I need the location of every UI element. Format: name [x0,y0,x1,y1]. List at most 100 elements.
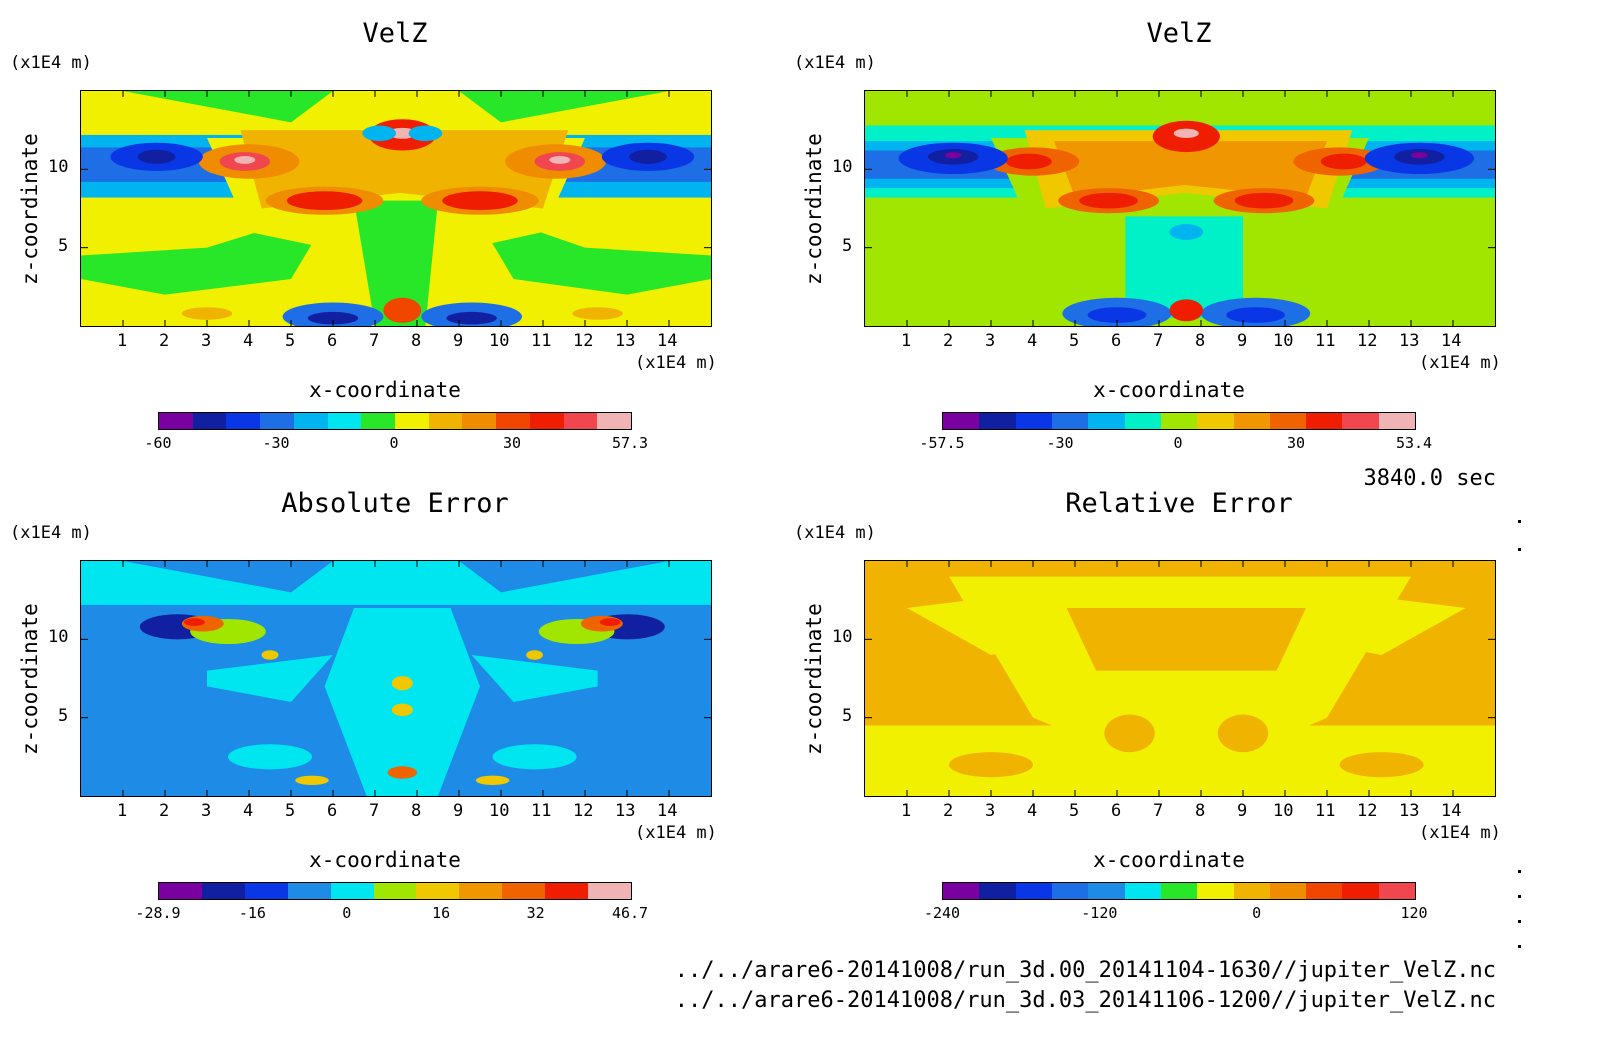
blob-darkblue-bottom [1226,307,1285,323]
colorbar-swatch [597,413,632,429]
x-tick-label: 13 [615,331,636,351]
colorbar-swatch [1015,883,1052,899]
x-tick-label: 9 [453,331,464,351]
blob-darkblue [629,149,667,164]
colorbar-swatch [330,883,374,899]
colorbar-swatch [1233,883,1270,899]
marker-dot [1518,895,1521,898]
x-tick-label: 8 [411,331,422,351]
colorbar-swatch [979,413,1016,429]
colorbar-tick-label: -30 [1046,434,1074,452]
colorbar-tick-label: 0 [389,434,399,452]
x-tick-label: 7 [369,801,380,821]
blob-yellow-mid-low [391,703,413,717]
x-tick-label: 8 [411,801,422,821]
x-tick-label: 6 [1111,331,1122,351]
x-unit-label: (x1E4 m) [1419,353,1501,373]
x-tick-label: 4 [1027,801,1038,821]
blob-purple [944,152,962,159]
x-tick-label: 14 [1441,331,1462,351]
x-tick-label: 3 [985,331,996,351]
colorbar-swatch [1124,883,1161,899]
colorbar-swatch [459,883,503,899]
colorbar-swatch [1197,883,1234,899]
colorbar-swatch [588,883,631,899]
blob-red-low [286,191,363,211]
column-cyan [324,608,480,796]
x-tick-label: 10 [489,801,510,821]
contour-plot [864,560,1496,797]
colorbar [942,412,1416,430]
region-green-top-left [123,91,333,123]
y-tick-label: 5 [842,705,853,726]
x-tick-label: 6 [1111,801,1122,821]
plot-panel: Relative Error (x1E4 m) z-coordinate 1 2 3 4 5 6… [784,470,1564,950]
blob-red [1005,153,1052,170]
colorbar-swatch [1378,413,1416,429]
blob-orange-mid [1104,714,1155,753]
panel-title: VelZ [362,18,428,49]
colorbar-swatch [943,413,980,429]
colorbar-tick-label: 0 [342,904,352,922]
blob-red [599,618,621,627]
blob-red-low [1234,192,1294,209]
x-tick-label: 1 [901,331,912,351]
contour-plot [80,560,712,797]
x-tick-label: 14 [657,801,678,821]
y-axis-label: z-coordinate [802,603,826,755]
colorbar-swatch [1378,883,1416,899]
plot-panel: VelZ (x1E4 m) z-coordinate 1 2 3 4 5 6 7 8 9 10 11 12 1… [0,0,780,480]
x-tick-label: 3 [201,331,212,351]
colorbar-swatch [361,413,396,429]
colorbar-tick-label: -30 [262,434,290,452]
colorbar-swatch [287,883,331,899]
plot-panel: Absolute Error (x1E4 m) z-coordinate 1 2 3 4 5 6… [0,470,780,950]
x-tick-label: 13 [1399,801,1420,821]
blob-cyan-mid [1169,224,1204,240]
file-path: ../../arare6-20141008/run_3d.00_20141104… [674,958,1496,983]
colorbar-swatch [1160,413,1198,429]
colorbar-swatch [1051,883,1089,899]
y-tick-label: 10 [832,157,853,178]
x-tick-label: 10 [1273,331,1294,351]
blob-darkblue-bottom [1087,307,1147,323]
y-axis-label: z-coordinate [18,133,42,285]
x-tick-label: 1 [901,801,912,821]
column-green [354,200,438,326]
colorbar [942,882,1416,900]
x-tick-label: 10 [1273,801,1294,821]
colorbar-swatch [1269,413,1307,429]
colorbar-swatch [1160,883,1198,899]
x-tick-label: 1 [117,801,128,821]
x-tick-label: 11 [1315,331,1336,351]
column-teal [1125,216,1243,319]
x-tick-label: 3 [201,801,212,821]
x-tick-label: 3 [985,801,996,821]
blob-purple [1411,152,1428,159]
y-unit-label: (x1E4 m) [10,523,92,543]
blob-red-low [442,191,518,211]
colorbar-swatch [416,883,460,899]
region-blue-top-right [459,561,669,593]
panel-title: Relative Error [1065,488,1293,519]
y-unit-label: (x1E4 m) [794,53,876,73]
x-axis-label: x-coordinate [1093,848,1245,872]
colorbar-tick-label: 16 [432,904,451,922]
blob-darkblue-bottom [307,311,359,325]
blob-orange-bottom [387,766,417,779]
colorbar-swatch [1342,883,1379,899]
x-tick-label: 13 [615,801,636,821]
x-tick-label: 4 [243,801,254,821]
x-tick-label: 14 [1441,801,1462,821]
blob-red-bottom [383,297,422,323]
colorbar-swatch [529,413,564,429]
file-path: ../../arare6-20141008/run_3d.03_20141106… [674,988,1496,1013]
blob-cyan-low [492,744,577,770]
x-tick-label: 6 [327,331,338,351]
x-tick-label: 10 [489,331,510,351]
blob-orange-bottom [572,307,623,320]
blob-pink [234,156,256,164]
colorbar-swatch [1124,413,1161,429]
colorbar-swatch [260,413,294,429]
colorbar-swatch [428,413,463,429]
